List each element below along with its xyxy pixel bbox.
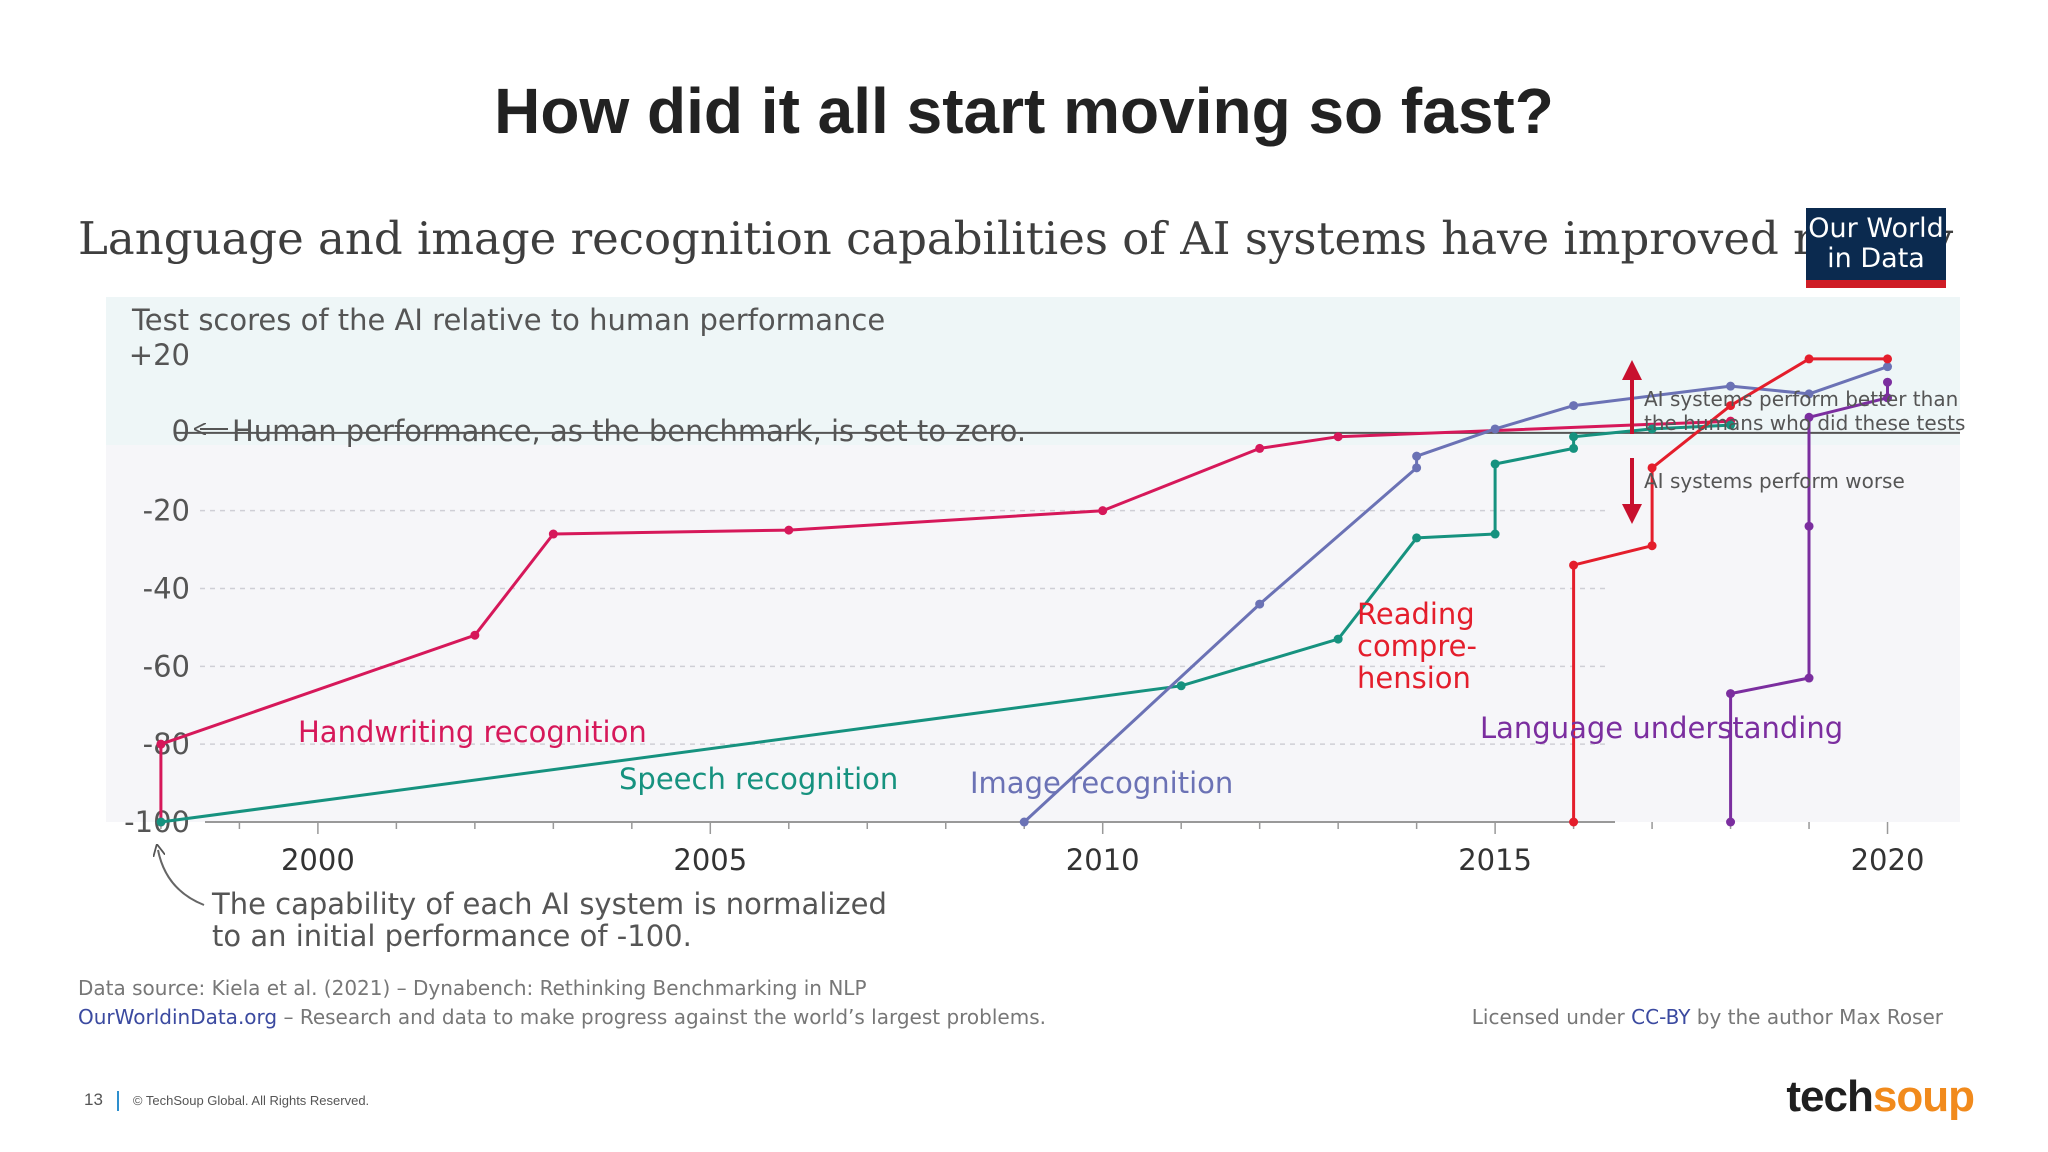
series-label-line: compre- bbox=[1357, 629, 1477, 663]
data-point bbox=[1569, 817, 1579, 827]
data-point bbox=[1569, 560, 1579, 570]
worse-annotation: AI systems perform worse bbox=[1644, 469, 1905, 493]
series-label: Handwriting recognition bbox=[298, 715, 647, 749]
data-point bbox=[1726, 401, 1736, 411]
data-point bbox=[1490, 424, 1500, 434]
better-annotation-line2: the humans who did these tests bbox=[1644, 411, 1965, 435]
data-point bbox=[1804, 412, 1814, 422]
techsoup-logo-tech: tech bbox=[1786, 1072, 1873, 1121]
data-source: Data source: Kiela et al. (2021) – Dynab… bbox=[78, 976, 867, 1000]
data-point bbox=[1255, 443, 1265, 453]
data-point bbox=[1804, 521, 1814, 531]
copyright: © TechSoup Global. All Rights Reserved. bbox=[132, 1093, 370, 1108]
license-prefix: Licensed under bbox=[1471, 1005, 1632, 1029]
data-point bbox=[156, 739, 166, 749]
normalization-note-line1: The capability of each AI system is norm… bbox=[211, 887, 887, 921]
page-number: 13 bbox=[84, 1090, 103, 1109]
y-tick-label: +20 bbox=[129, 338, 190, 372]
license-text: Licensed under CC-BY by the author Max R… bbox=[1472, 1005, 1943, 1029]
data-point bbox=[1255, 599, 1265, 609]
owid-link[interactable]: OurWorldinData.org bbox=[78, 1005, 278, 1029]
y-tick-label: -60 bbox=[143, 649, 190, 683]
data-point bbox=[1490, 529, 1500, 539]
data-point bbox=[1176, 681, 1186, 691]
techsoup-logo[interactable]: techsoup bbox=[1786, 1072, 1975, 1122]
x-tick-label: 2000 bbox=[281, 843, 355, 877]
data-point bbox=[1883, 354, 1893, 364]
series-label: Language understanding bbox=[1480, 711, 1843, 745]
data-point bbox=[156, 817, 166, 827]
data-point bbox=[1726, 420, 1736, 430]
data-point bbox=[1333, 432, 1343, 442]
y-tick-label: -80 bbox=[143, 727, 190, 761]
better-annotation-line1: AI systems perform better than bbox=[1644, 387, 1958, 411]
data-point bbox=[1569, 443, 1579, 453]
y-tick-label: -20 bbox=[143, 494, 190, 528]
series-label-line: Reading bbox=[1357, 597, 1475, 631]
data-point bbox=[1883, 362, 1893, 372]
x-tick-label: 2015 bbox=[1458, 843, 1532, 877]
data-point bbox=[784, 525, 794, 535]
x-tick-label: 2005 bbox=[673, 843, 747, 877]
data-point bbox=[1647, 463, 1657, 473]
zero-annotation: Human performance, as the benchmark, is … bbox=[232, 414, 1026, 448]
data-point bbox=[1569, 432, 1579, 442]
data-point bbox=[1412, 463, 1422, 473]
slide-title: How did it all start moving so fast? bbox=[494, 75, 1554, 147]
page-footer: 13 © TechSoup Global. All Rights Reserved… bbox=[84, 1090, 369, 1111]
zero-tick-label: 0 bbox=[172, 414, 190, 448]
data-point bbox=[1412, 451, 1422, 461]
y-axis-title: Test scores of the AI relative to human … bbox=[131, 303, 885, 337]
series-line bbox=[160, 423, 1731, 824]
data-point bbox=[1726, 817, 1736, 827]
data-point bbox=[1490, 459, 1500, 469]
owid-logo-line2: in Data bbox=[1827, 243, 1925, 274]
owid-logo[interactable]: Our World in Data bbox=[1806, 208, 1946, 288]
chart-background-upper bbox=[106, 297, 1960, 445]
owid-footer-text: – Research and data to make progress aga… bbox=[277, 1005, 1046, 1029]
x-tick-label: 2010 bbox=[1066, 843, 1140, 877]
data-point bbox=[1726, 381, 1736, 391]
license-link[interactable]: CC-BY bbox=[1631, 1005, 1691, 1029]
owid-footer: OurWorldinData.org – Research and data t… bbox=[78, 1005, 1046, 1029]
data-point bbox=[1804, 389, 1814, 399]
data-point bbox=[1019, 817, 1029, 827]
series-label: Speech recognition bbox=[619, 762, 898, 796]
x-tick-label: 2020 bbox=[1851, 843, 1925, 877]
data-point bbox=[1726, 689, 1736, 699]
data-point bbox=[1804, 673, 1814, 683]
data-point bbox=[1569, 401, 1579, 411]
series-label-line: hension bbox=[1357, 661, 1471, 695]
owid-logo-line1: Our World bbox=[1808, 213, 1944, 244]
series-label: Reading compre-hension bbox=[1357, 597, 1477, 695]
data-point bbox=[1647, 541, 1657, 551]
license-suffix: by the author Max Roser bbox=[1690, 1005, 1943, 1029]
normalization-note-line2: to an initial performance of -100. bbox=[212, 919, 692, 953]
techsoup-logo-soup: soup bbox=[1872, 1072, 1975, 1121]
data-point bbox=[1804, 354, 1814, 364]
data-point bbox=[1883, 377, 1893, 387]
data-point bbox=[548, 529, 558, 539]
data-point bbox=[1333, 634, 1343, 644]
data-point bbox=[470, 630, 480, 640]
footer-divider bbox=[116, 1090, 119, 1111]
data-point bbox=[1098, 506, 1108, 516]
chart-title: Language and image recognition capabilit… bbox=[78, 212, 1954, 265]
normalization-note-arrow bbox=[158, 850, 205, 906]
data-point bbox=[1412, 533, 1422, 543]
y-tick-label: -40 bbox=[143, 572, 190, 606]
data-point bbox=[1647, 424, 1657, 434]
series-label: Image recognition bbox=[970, 766, 1233, 800]
data-point bbox=[1883, 393, 1893, 403]
